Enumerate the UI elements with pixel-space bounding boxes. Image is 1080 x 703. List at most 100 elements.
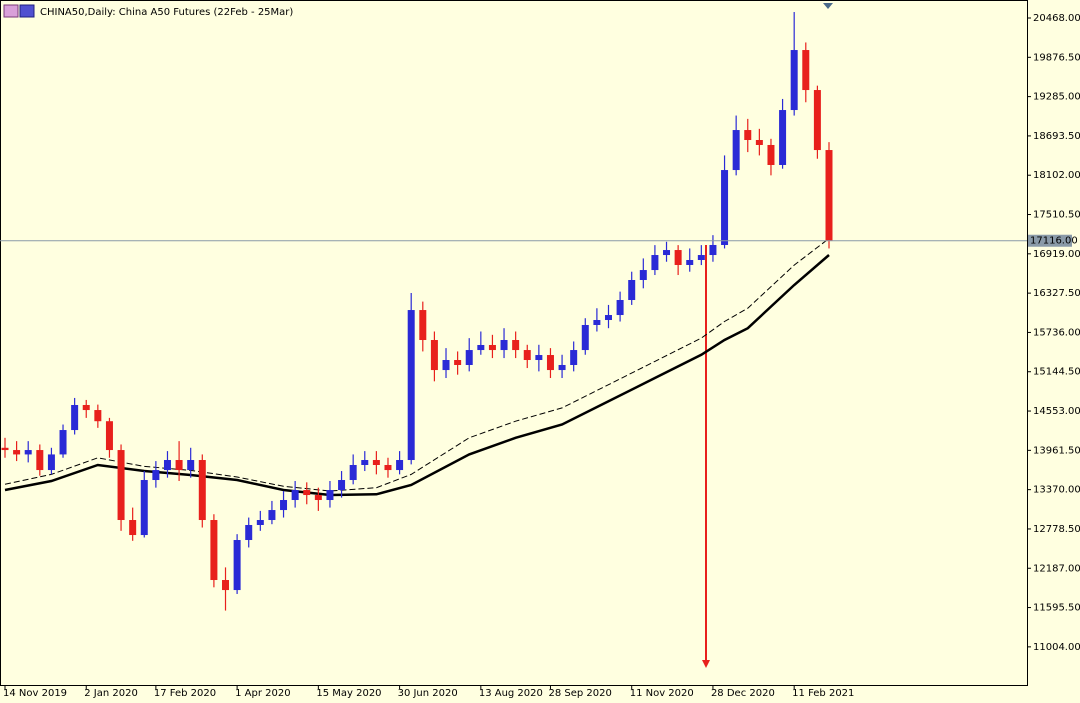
- y-tick-label: 12778.50: [1033, 524, 1080, 535]
- x-tick-label: 15 May 2020: [316, 688, 381, 699]
- candle-body: [523, 350, 531, 361]
- y-tick-label: 17510.50: [1033, 210, 1080, 221]
- candle-body: [314, 495, 322, 501]
- candle-body: [140, 480, 148, 536]
- candle-body: [581, 324, 589, 351]
- candle-body: [709, 244, 717, 256]
- candle-body: [36, 450, 44, 471]
- candle-body: [94, 410, 102, 422]
- candle-body: [384, 464, 392, 471]
- y-tick-label: 14553.00: [1033, 406, 1080, 417]
- candle-body: [361, 460, 369, 465]
- candle-body: [674, 250, 682, 265]
- y-tick-label: 15144.50: [1033, 367, 1080, 378]
- candle-body: [13, 450, 21, 455]
- y-tick-label: 15736.00: [1033, 327, 1080, 338]
- x-tick-label: 28 Sep 2020: [548, 688, 611, 699]
- candle-body: [24, 450, 32, 455]
- spike-arrow: [702, 660, 710, 668]
- x-tick-label: 11 Feb 2021: [792, 688, 854, 699]
- candle-body: [802, 50, 810, 91]
- candle-body: [593, 320, 601, 325]
- candle-body: [163, 460, 171, 471]
- y-tick-label: 18693.50: [1033, 131, 1080, 142]
- plot-frame: [0, 0, 1028, 686]
- candle-body: [546, 355, 554, 371]
- icon: [19, 4, 35, 18]
- moving-average: [4, 254, 830, 497]
- candle-body: [222, 580, 230, 591]
- candle-body: [721, 170, 729, 245]
- candle-body: [500, 340, 508, 351]
- y-tick-label: 19876.50: [1033, 52, 1080, 63]
- candle-body: [71, 404, 79, 431]
- candle-body: [152, 470, 160, 481]
- candle-body: [349, 464, 357, 481]
- candle-body: [732, 130, 740, 171]
- y-tick-label: 11595.50: [1033, 603, 1080, 614]
- candle-body: [477, 344, 485, 351]
- candle-body: [465, 350, 473, 365]
- candle-body: [210, 520, 218, 581]
- y-tick-label: 12187.00: [1033, 563, 1080, 574]
- x-tick-label: 28 Dec 2020: [711, 688, 775, 699]
- x-tick-label: 14 Nov 2019: [3, 688, 67, 699]
- current-price-box: [1028, 234, 1072, 247]
- x-tick-label: 11 Nov 2020: [630, 688, 694, 699]
- candle-body: [175, 460, 183, 471]
- x-tick-label: 13 Aug 2020: [479, 688, 543, 699]
- symbol-icon: [3, 4, 35, 18]
- icon: [3, 4, 19, 18]
- candle-body: [454, 360, 462, 365]
- candle-body: [117, 450, 125, 521]
- candle-body: [187, 460, 195, 471]
- x-tick-label: 1 Apr 2020: [235, 688, 290, 699]
- candle-body: [488, 344, 496, 351]
- moving-average: [4, 238, 830, 492]
- candle-body: [291, 490, 299, 501]
- candle-body: [326, 490, 334, 501]
- x-tick-label: 17 Feb 2020: [154, 688, 216, 699]
- current-price-label: 17116.00: [1030, 236, 1078, 247]
- candle-body: [430, 340, 438, 371]
- candle-body: [604, 315, 612, 321]
- candle-body: [407, 310, 415, 461]
- y-tick-label: 16327.50: [1033, 288, 1080, 299]
- y-tick-label: 11004.00: [1033, 642, 1080, 653]
- candle-body: [1, 447, 9, 451]
- candle-body: [744, 130, 752, 141]
- candle-body: [813, 90, 821, 151]
- candle-body: [767, 144, 775, 165]
- candle-body: [59, 430, 67, 455]
- x-tick-label: 30 Jun 2020: [398, 688, 458, 699]
- candle-body: [82, 404, 90, 411]
- candle-body: [303, 490, 311, 496]
- candle-body: [570, 350, 578, 365]
- candle-body: [639, 270, 647, 281]
- candle-body: [233, 540, 241, 591]
- candle-body: [663, 250, 671, 256]
- y-tick-label: 16919.00: [1033, 249, 1080, 260]
- candle-body: [779, 110, 787, 165]
- candle-body: [697, 255, 705, 261]
- candle-body: [651, 255, 659, 271]
- y-tick-label: 13370.00: [1033, 485, 1080, 496]
- y-tick-label: 19285.00: [1033, 92, 1080, 103]
- x-tick-label: 2 Jan 2020: [84, 688, 138, 699]
- candle-body: [396, 460, 404, 471]
- y-tick-label: 18102.00: [1033, 170, 1080, 181]
- candle-body: [105, 421, 113, 451]
- candle-body: [372, 460, 380, 465]
- chart-title: CHINA50,Daily: China A50 Futures (22Feb …: [40, 7, 293, 18]
- y-tick-label: 13961.50: [1033, 445, 1080, 456]
- shift-marker: [823, 3, 833, 9]
- candle-body: [616, 300, 624, 316]
- candle-body: [245, 524, 253, 541]
- candle-body: [268, 510, 276, 521]
- candle-body: [338, 480, 346, 491]
- candle-body: [825, 150, 833, 241]
- candle-body: [280, 500, 288, 511]
